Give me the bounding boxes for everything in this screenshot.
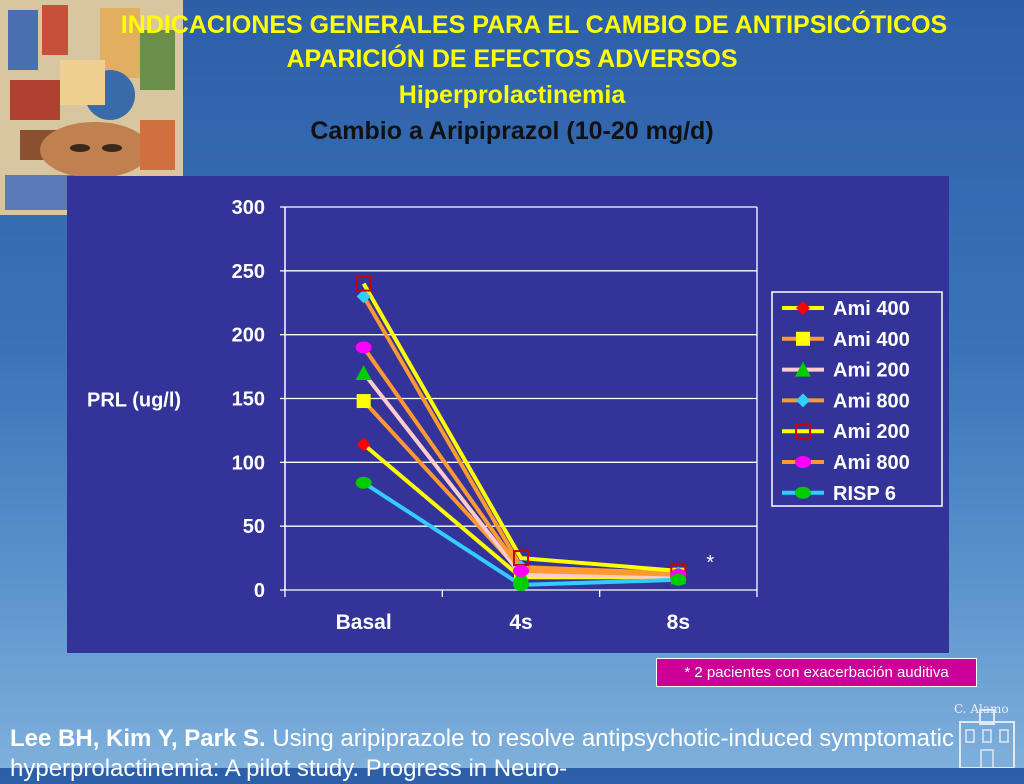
y-tick-label: 50 bbox=[243, 516, 265, 538]
legend-entry: Ami 800 bbox=[833, 390, 910, 412]
legend-entry: Ami 400 bbox=[833, 298, 910, 320]
decorative-artwork bbox=[0, 0, 183, 215]
data-point bbox=[355, 341, 372, 354]
title-subtitle: APARICIÓN DE EFECTOS ADVERSOS bbox=[286, 45, 738, 73]
series-line bbox=[362, 371, 679, 580]
data-point bbox=[356, 437, 371, 452]
legend-marker bbox=[796, 331, 810, 346]
title-switch: Cambio a Aripiprazol (10-20 mg/d) bbox=[310, 117, 714, 145]
legend-entry: Ami 800 bbox=[833, 452, 910, 474]
data-point bbox=[355, 476, 372, 489]
legend-marker bbox=[795, 361, 811, 377]
y-tick-label: 100 bbox=[232, 452, 265, 474]
x-tick-label: 8s bbox=[667, 611, 690, 634]
y-tick-label: 200 bbox=[232, 325, 265, 347]
legend-marker bbox=[796, 393, 810, 408]
x-tick-label: 4s bbox=[509, 611, 532, 634]
data-point bbox=[355, 275, 372, 292]
data-point bbox=[356, 394, 371, 409]
legend-entry: RISP 6 bbox=[833, 483, 896, 505]
legend-box bbox=[771, 291, 943, 507]
y-tick-label: 150 bbox=[232, 389, 265, 411]
prl-line-chart: 0 50 100 150 200 250 300 Basal 4s 8s PRL (ug/l) * Am… bbox=[87, 197, 943, 634]
y-axis-label: PRL (ug/l) bbox=[87, 390, 181, 412]
footnote-box: * 2 pacientes con exacerbación auditiva bbox=[656, 658, 977, 687]
chart-panel: 0 50 100 150 200 250 300 Basal 4s 8s PRL (ug/l) * Am… bbox=[67, 176, 949, 653]
legend-entry: Ami 200 bbox=[833, 360, 910, 382]
legend-marker bbox=[795, 486, 811, 499]
title-topic: Hiperprolactinemia bbox=[398, 81, 626, 109]
x-tick-label: Basal bbox=[336, 611, 392, 634]
citation-authors: Lee BH, Kim Y, Park S. bbox=[10, 725, 266, 752]
y-tick-label: 0 bbox=[254, 580, 265, 602]
legend-entry: Ami 400 bbox=[833, 329, 910, 351]
data-point bbox=[513, 564, 529, 577]
data-point bbox=[355, 364, 372, 380]
title-main: INDICACIONES GENERALES PARA EL CAMBIO DE… bbox=[120, 11, 948, 39]
annotation-asterisk: * bbox=[706, 552, 714, 574]
legend-entry: Ami 200 bbox=[833, 421, 910, 443]
y-tick-label: 250 bbox=[232, 261, 265, 283]
legend-marker bbox=[796, 301, 810, 315]
series-line bbox=[361, 282, 679, 573]
series-line bbox=[362, 399, 679, 577]
citation: Lee BH, Kim Y, Park S. Using aripiprazol… bbox=[10, 724, 1010, 784]
data-point bbox=[670, 573, 687, 586]
data-point bbox=[513, 578, 529, 591]
data-point bbox=[356, 289, 371, 304]
legend-marker bbox=[795, 423, 811, 440]
legend-marker bbox=[795, 456, 811, 468]
watermark-label: C. Alamo bbox=[954, 702, 1009, 716]
y-tick-label: 300 bbox=[232, 197, 265, 219]
